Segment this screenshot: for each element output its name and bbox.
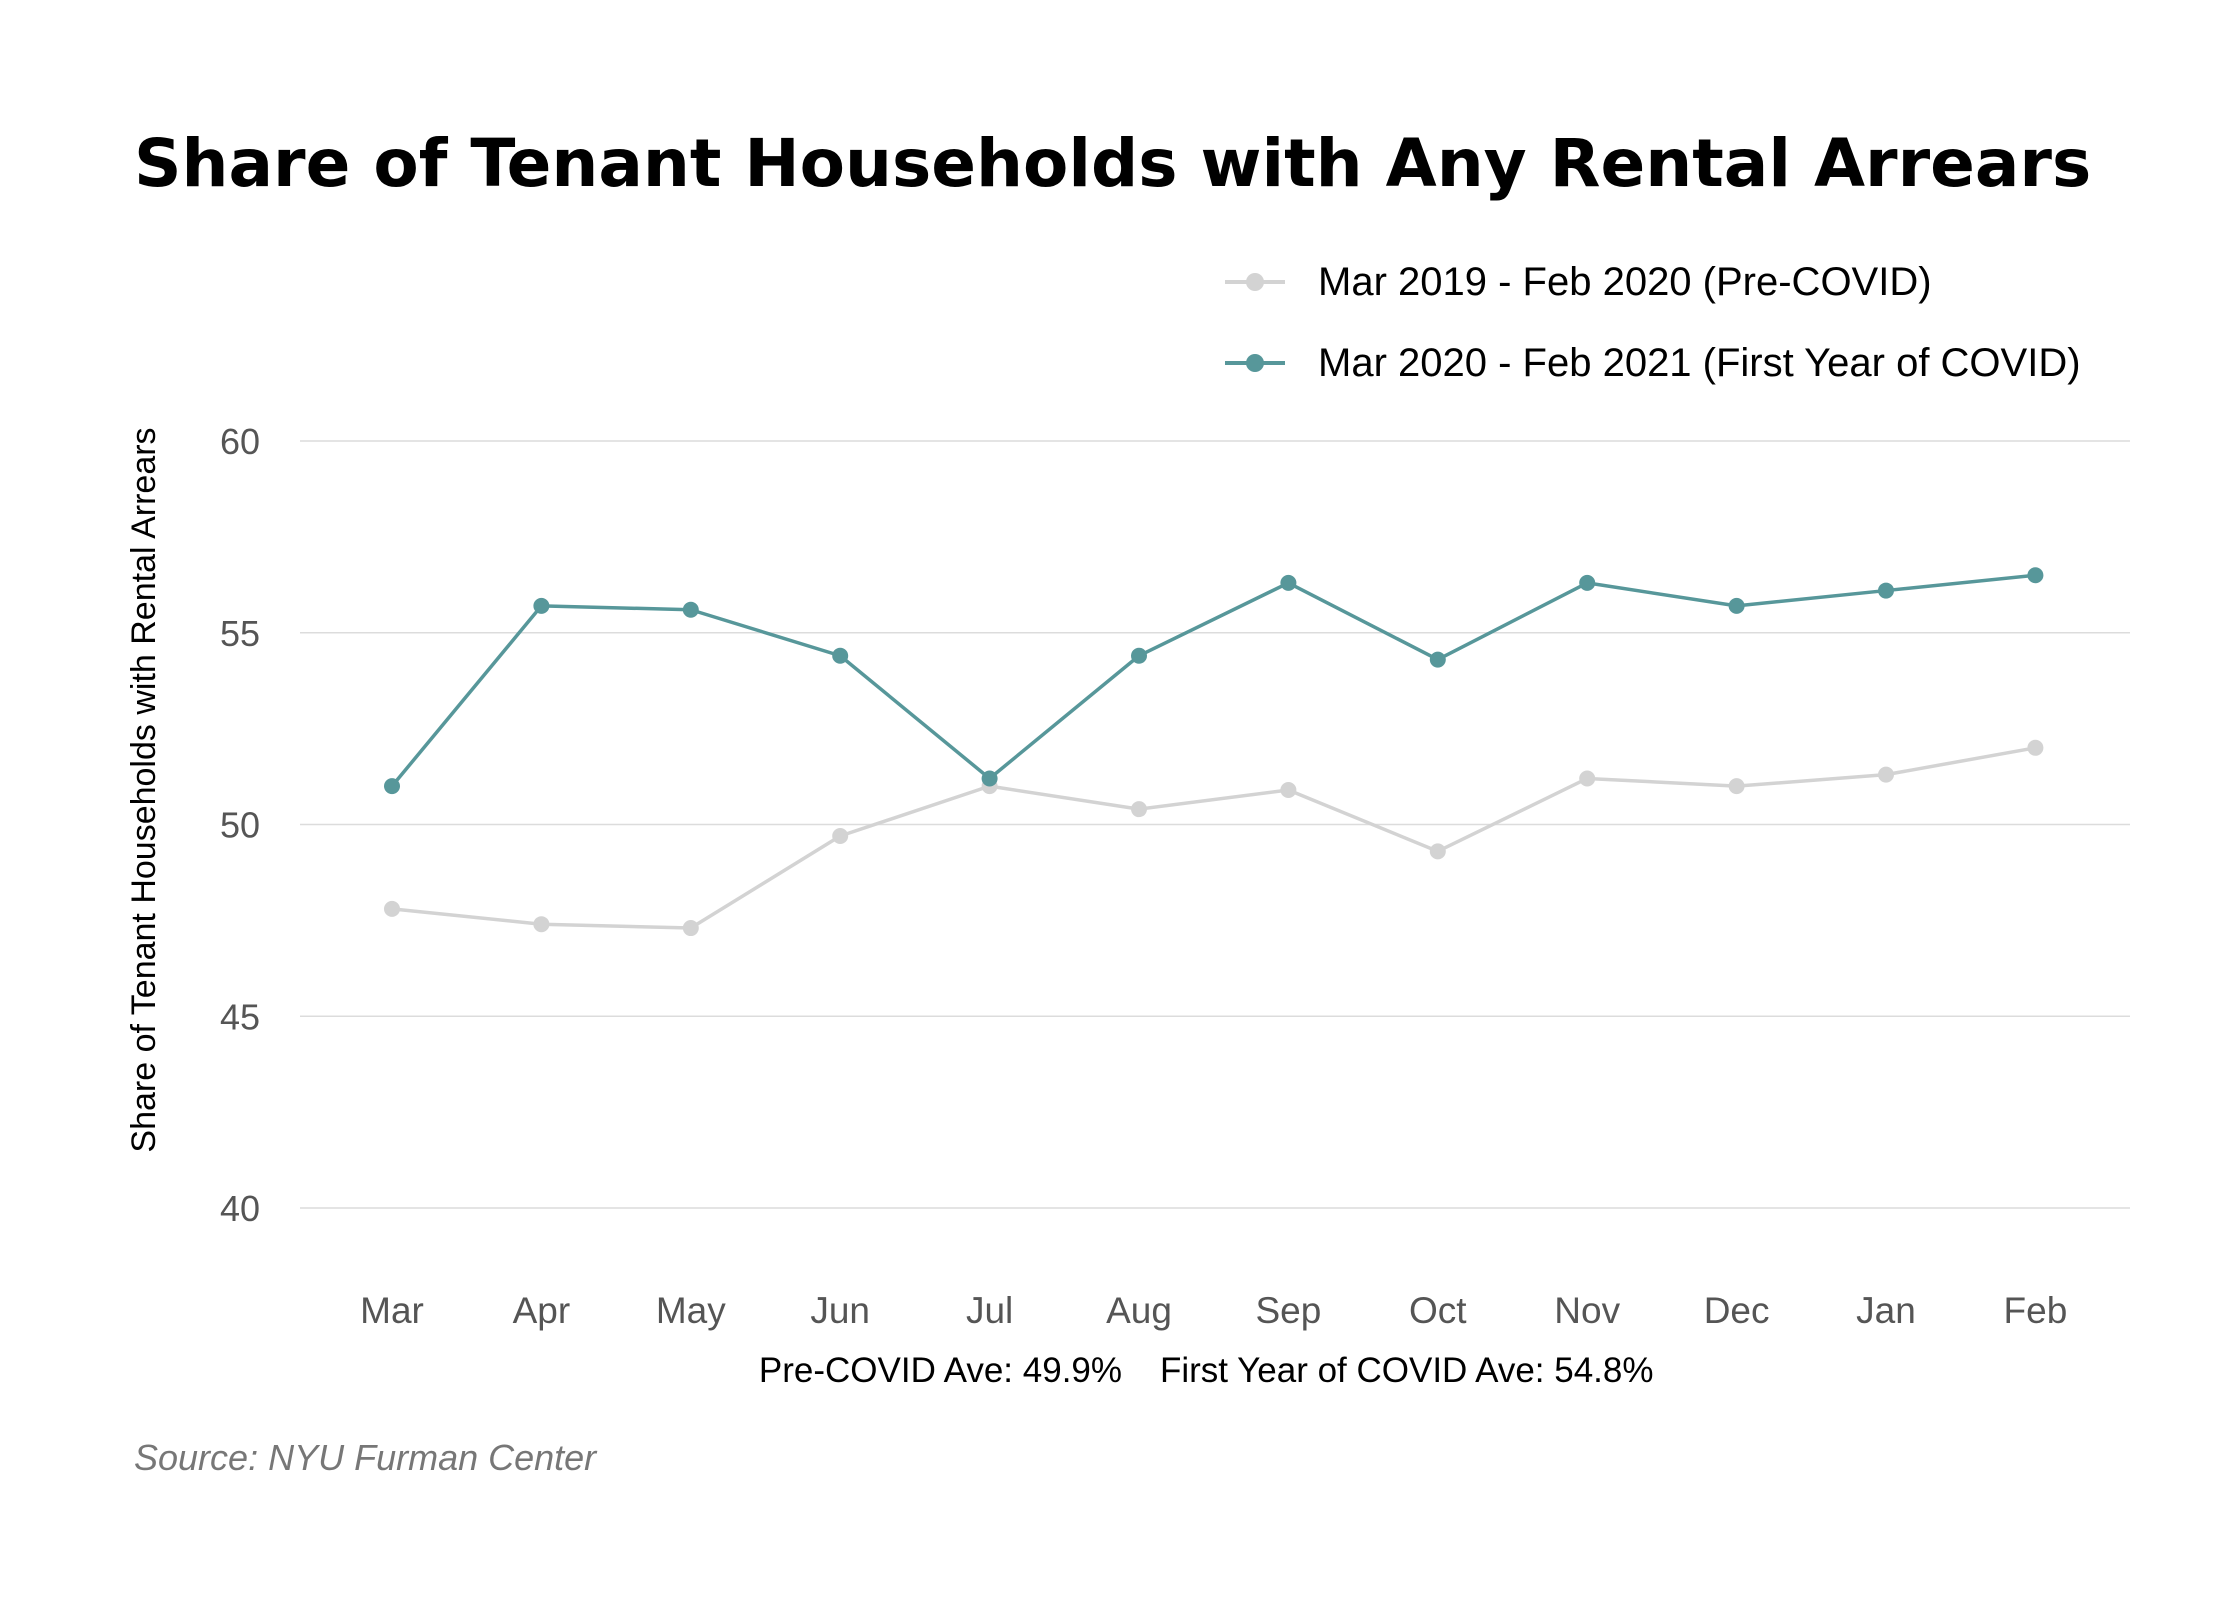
source-note: Source: NYU Furman Center xyxy=(134,1437,598,1478)
covid-average-note: First Year of COVID Ave: 54.8% xyxy=(1160,1351,1654,1390)
y-axis-ticks: 40 45 50 55 60 xyxy=(220,421,260,1229)
y-tick-label: 50 xyxy=(220,805,260,846)
data-point xyxy=(1280,781,1297,798)
y-tick-label: 55 xyxy=(220,613,260,654)
x-tick-label: May xyxy=(656,1290,726,1331)
data-point xyxy=(832,647,849,664)
data-point xyxy=(981,770,998,787)
data-point xyxy=(2027,567,2044,584)
data-point xyxy=(1728,778,1745,795)
legend-marker-covid xyxy=(1246,354,1264,372)
x-tick-label: Jan xyxy=(1856,1290,1916,1331)
x-tick-label: Feb xyxy=(2004,1290,2068,1331)
data-point xyxy=(1280,574,1297,591)
x-axis-ticks: Mar Apr May Jun Jul Aug Sep Oct Nov Dec Jan Feb xyxy=(360,1290,2067,1331)
y-axis-title: Share of Tenant Households with Rental A… xyxy=(125,427,163,1152)
series xyxy=(384,567,2044,937)
data-point xyxy=(1878,766,1894,783)
series-covid xyxy=(384,567,2044,795)
x-tick-label: Oct xyxy=(1409,1290,1467,1331)
data-point xyxy=(682,601,699,618)
data-point xyxy=(533,916,550,933)
averages-note: Pre-COVID Ave: 49.9% First Year of COVID… xyxy=(759,1351,1654,1390)
y-tick-label: 45 xyxy=(220,996,260,1037)
x-tick-label: Mar xyxy=(360,1290,424,1331)
data-point xyxy=(2027,739,2044,756)
data-point xyxy=(682,920,699,937)
legend-item-covid: Mar 2020 - Feb 2021 (First Year of COVID… xyxy=(1225,341,2081,385)
x-tick-label: Jun xyxy=(810,1290,870,1331)
x-tick-label: Jul xyxy=(966,1290,1013,1331)
series-pre-covid xyxy=(384,739,2044,937)
data-point xyxy=(1429,651,1446,668)
x-tick-label: Apr xyxy=(513,1290,571,1331)
data-point xyxy=(1131,647,1147,664)
data-point xyxy=(832,828,849,845)
y-tick-label: 40 xyxy=(220,1188,260,1229)
chart-title: Share of Tenant Households with Any Rent… xyxy=(134,125,2091,202)
legend-label-covid: Mar 2020 - Feb 2021 (First Year of COVID… xyxy=(1318,341,2081,385)
data-point xyxy=(533,597,550,614)
data-point xyxy=(1131,801,1147,818)
legend-marker-pre-covid xyxy=(1246,273,1264,291)
data-point xyxy=(384,900,400,917)
data-point xyxy=(1579,770,1596,787)
legend: Mar 2019 - Feb 2020 (Pre-COVID) Mar 2020… xyxy=(1225,260,2081,385)
gridlines xyxy=(300,440,2130,1209)
x-tick-label: Nov xyxy=(1554,1290,1620,1331)
pre-covid-average-note: Pre-COVID Ave: 49.9% xyxy=(759,1351,1122,1390)
series-line xyxy=(391,746,2036,930)
data-point xyxy=(1878,582,1894,599)
legend-item-pre-covid: Mar 2019 - Feb 2020 (Pre-COVID) xyxy=(1225,260,1932,304)
data-point xyxy=(1579,574,1596,591)
x-tick-label: Dec xyxy=(1704,1290,1770,1331)
series-line xyxy=(390,573,2036,788)
x-tick-label: Sep xyxy=(1255,1290,1321,1331)
data-point xyxy=(384,778,400,795)
data-point xyxy=(1728,597,1745,614)
data-point xyxy=(1429,843,1446,860)
legend-label-pre-covid: Mar 2019 - Feb 2020 (Pre-COVID) xyxy=(1318,260,1932,304)
y-tick-label: 60 xyxy=(220,421,260,462)
x-tick-label: Aug xyxy=(1106,1290,1172,1331)
